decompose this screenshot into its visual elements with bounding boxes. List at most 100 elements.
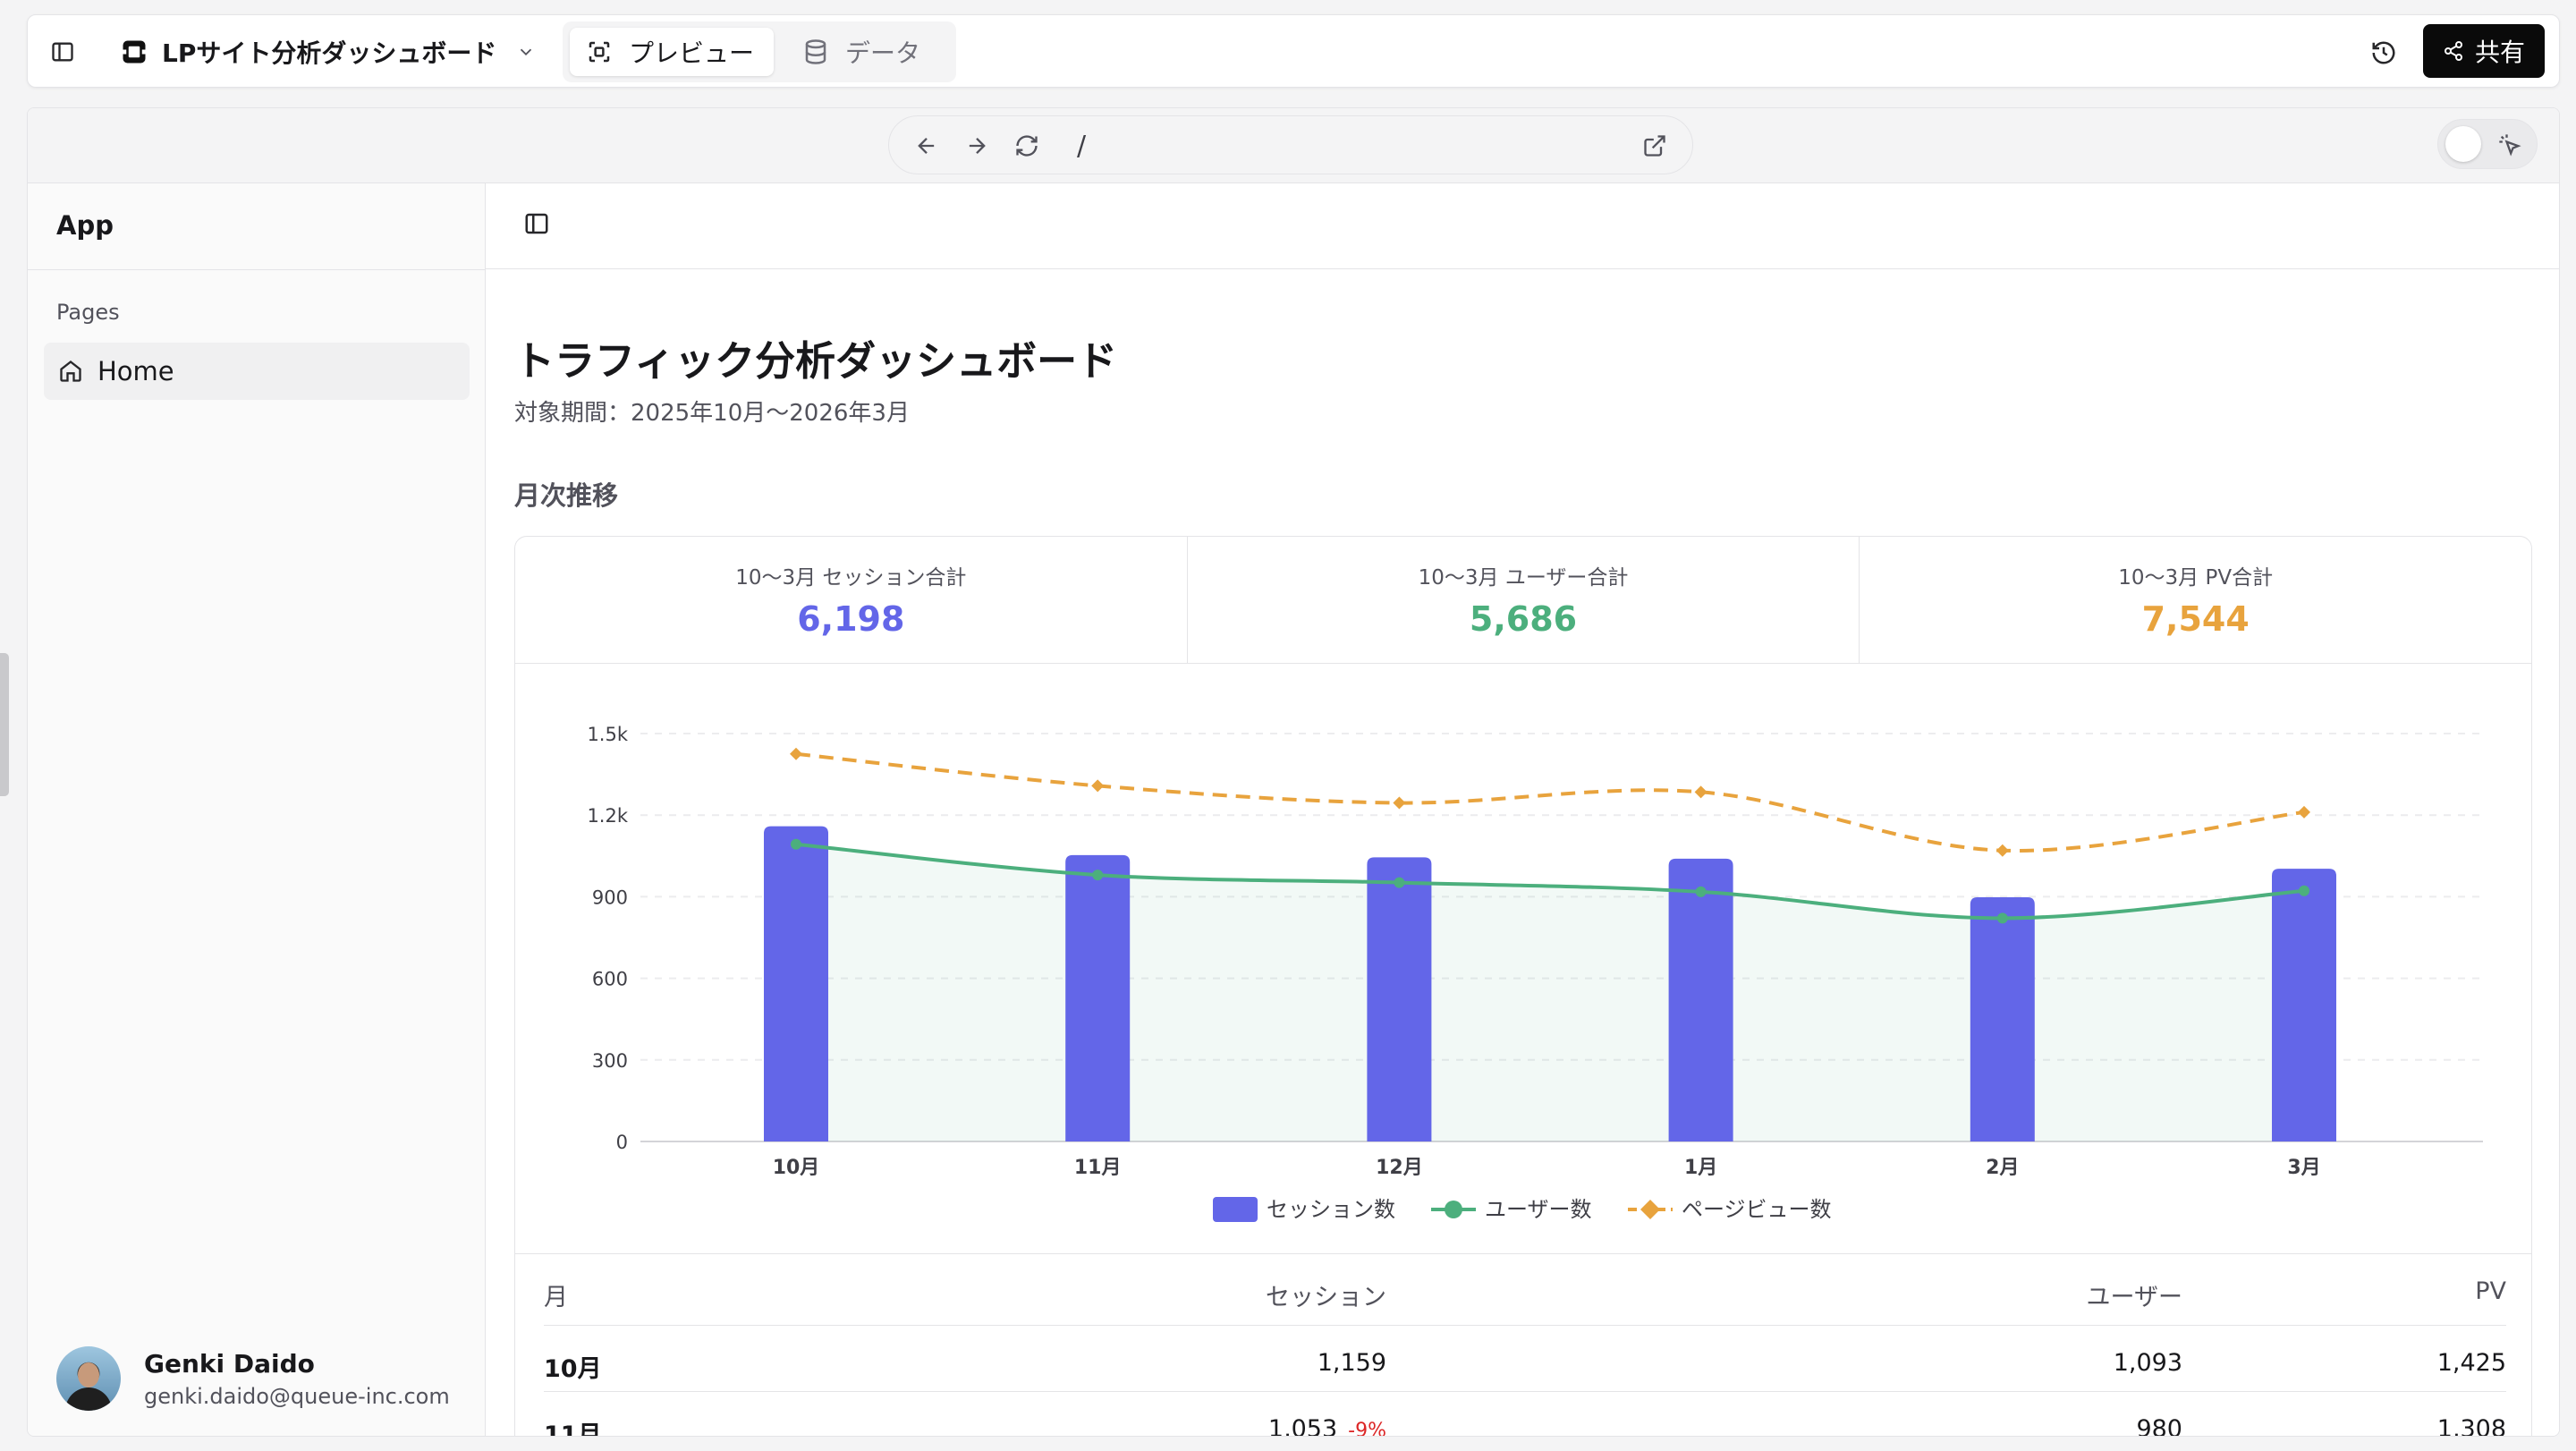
pv-point: [2298, 805, 2310, 819]
scan-icon: [589, 41, 610, 63]
sidebar-icon: [52, 42, 73, 62]
legend-label-users: ユーザー数: [1485, 1197, 1592, 1222]
pv-point: [1694, 785, 1707, 799]
users-area: [796, 844, 2304, 1141]
sidebar-divider: [28, 269, 485, 270]
forward-arrow-icon[interactable]: [964, 133, 989, 158]
toggle-knob: [2445, 126, 2481, 162]
url-bar[interactable]: /: [888, 115, 1693, 174]
pv-point: [790, 747, 802, 760]
pv-point: [1996, 844, 2009, 857]
bar-sessions: [1065, 854, 1131, 1141]
y-tick-label: 0: [616, 1132, 628, 1153]
tab-data[interactable]: データ: [786, 28, 947, 76]
cell-pv: 1,308: [2436, 1415, 2506, 1437]
kpi-label: 10〜3月 セッション合計: [735, 566, 967, 590]
cell-sessions: 1,159: [1318, 1349, 1386, 1377]
tab-preview-label: プレビュー: [629, 38, 755, 68]
x-tick-label: 11月: [1074, 1157, 1122, 1179]
header-sessions: セッション: [1266, 1284, 1386, 1311]
page-subtitle: 対象期間：2025年10月〜2026年3月: [514, 400, 910, 427]
user-email: genki.daido@queue-inc.com: [144, 1383, 450, 1409]
history-icon: [2372, 41, 2395, 64]
history-button[interactable]: [2364, 33, 2403, 72]
preview-frame: / App Pages Home Genki Daido genki.daido…: [27, 107, 2560, 1437]
reload-icon[interactable]: [1014, 133, 1039, 158]
project-selector[interactable]: LPサイト分析ダッシュボード: [121, 33, 536, 71]
table-row: 11月 1,053 -9% 980 1,308: [544, 1392, 2506, 1437]
legend-swatch-sessions: [1213, 1197, 1258, 1222]
resize-handle[interactable]: [0, 653, 9, 796]
kpi-value: 7,544: [2141, 599, 2250, 639]
app-sidebar: App Pages Home Genki Daido genki.daido@q…: [28, 183, 486, 1436]
share-button[interactable]: 共有: [2423, 24, 2545, 78]
header-users: ユーザー: [2086, 1284, 2182, 1311]
project-logo-icon: [123, 40, 146, 64]
tab-preview[interactable]: プレビュー: [570, 28, 774, 76]
bar-sessions: [1367, 857, 1432, 1141]
monthly-trend-card: 10〜3月 セッション合計 6,198 10〜3月 ユーザー合計 5,686 1…: [514, 536, 2532, 1437]
bar-sessions: [764, 826, 828, 1141]
kpi-value: 6,198: [797, 599, 905, 639]
app-topbar: LPサイト分析ダッシュボード プレビュー データ 共有: [27, 14, 2560, 88]
project-title: LPサイト分析ダッシュボード: [162, 38, 497, 68]
header-month: 月: [544, 1284, 568, 1311]
table-header-row: 月 セッション ユーザー PV: [544, 1254, 2506, 1326]
x-tick-label: 2月: [1986, 1157, 2019, 1179]
users-point: [1695, 886, 1707, 897]
pv-line: [795, 751, 2305, 853]
app-title: App: [56, 210, 114, 241]
sidebar-toggle-button[interactable]: [44, 33, 81, 71]
url-text[interactable]: /: [1077, 131, 1087, 162]
cursor-click-icon: [2499, 134, 2521, 157]
bar-sessions: [2272, 869, 2336, 1141]
y-tick-label: 600: [592, 969, 628, 990]
bar-sessions: [1970, 897, 2035, 1141]
sessions-value: 1,053: [1267, 1415, 1338, 1437]
main-content: トラフィック分析ダッシュボード 対象期間：2025年10月〜2026年3月 月次…: [486, 183, 2559, 1437]
pv-point: [1393, 796, 1406, 810]
users-point: [791, 838, 801, 850]
browser-bar: /: [28, 108, 2559, 183]
legend-label-pv: ページビュー数: [1682, 1197, 1832, 1222]
users-point: [1996, 912, 2008, 924]
y-tick-label: 1.2k: [587, 805, 628, 827]
users-point: [2299, 885, 2309, 896]
pages-group-label: Pages: [56, 300, 120, 325]
sidebar-item-home[interactable]: Home: [44, 343, 470, 400]
legend-label-sessions: セッション数: [1267, 1197, 1395, 1222]
users-point: [1092, 870, 1104, 881]
sidebar-item-label: Home: [97, 356, 174, 386]
kpi-users: 10〜3月 ユーザー合計 5,686: [1188, 537, 1860, 663]
share-icon: [2444, 41, 2462, 61]
view-switcher: プレビュー データ: [563, 21, 956, 82]
kpi-pv: 10〜3月 PV合計 7,544: [1860, 537, 2531, 663]
sessions-value: 1,159: [1317, 1349, 1386, 1377]
sidebar-icon[interactable]: [523, 210, 550, 237]
cell-pv: 1,425: [2436, 1349, 2506, 1377]
share-label: 共有: [2474, 38, 2525, 67]
inspect-toggle[interactable]: [2437, 119, 2538, 169]
user-name: Genki Daido: [144, 1348, 315, 1379]
chart-area: 0 300 600 900 1.2k 1.5k 10月 11月 12月 1月 2月 3月 セッション数 ユ…: [515, 664, 2531, 1254]
x-tick-label: 12月: [1376, 1157, 1423, 1179]
pv-point: [1091, 779, 1105, 793]
y-tick-label: 300: [592, 1050, 628, 1072]
back-arrow-icon[interactable]: [914, 133, 939, 158]
home-icon: [60, 361, 81, 382]
y-tick-label: 900: [592, 887, 628, 908]
avatar: [56, 1346, 121, 1411]
cell-month: 11月: [544, 1421, 602, 1437]
x-tick-label: 3月: [2287, 1157, 2320, 1179]
cell-sessions: 1,053 -9%: [1267, 1415, 1386, 1437]
kpi-label: 10〜3月 PV合計: [2118, 566, 2274, 590]
section-title: 月次推移: [514, 480, 619, 511]
y-tick-label: 1.5k: [587, 724, 628, 745]
external-link-icon[interactable]: [1642, 133, 1667, 158]
chevron-down-icon: [521, 48, 532, 56]
x-tick-label: 1月: [1684, 1157, 1717, 1179]
legend-marker-pv: [1640, 1200, 1660, 1219]
user-profile[interactable]: Genki Daido genki.daido@queue-inc.com: [56, 1346, 450, 1411]
main-header: [486, 183, 2559, 269]
